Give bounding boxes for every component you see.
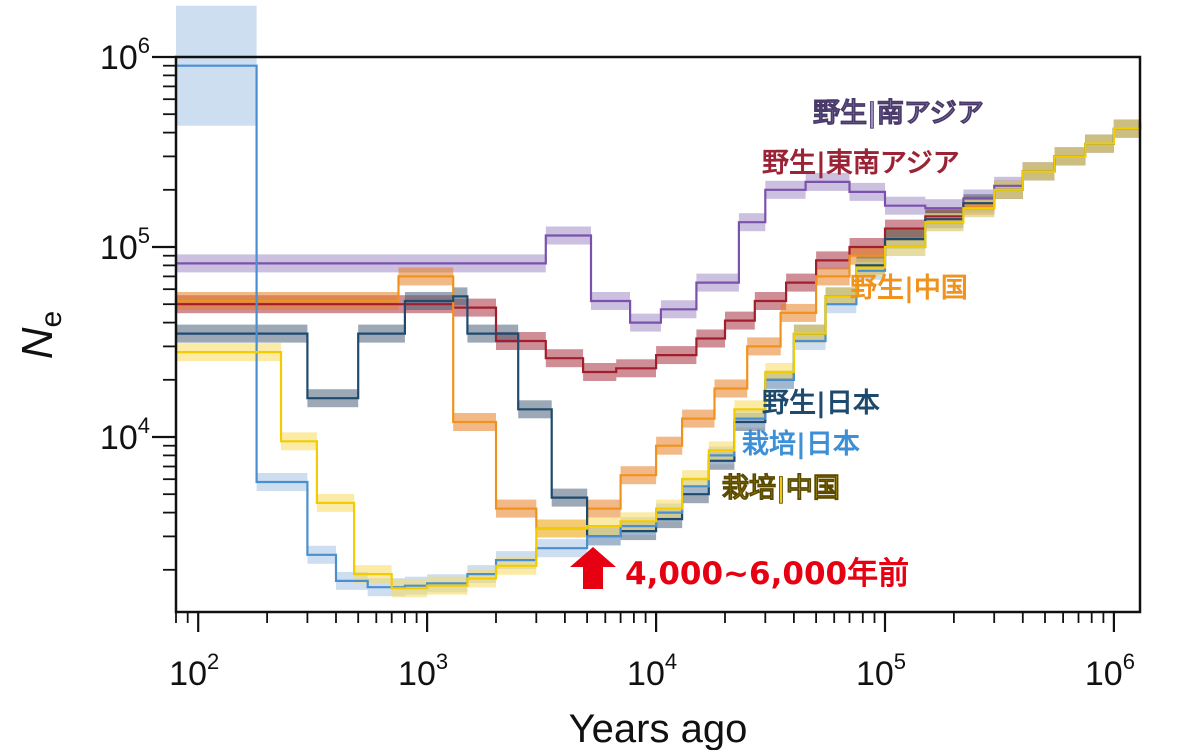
- label-cultivated-japan: 栽培|日本: [742, 429, 860, 460]
- y-tick-label: 106: [100, 33, 150, 77]
- label-wild-japan: 野生|日本: [762, 388, 880, 419]
- x-tick-label: 102: [169, 649, 219, 693]
- x-tick-label: 106: [1085, 649, 1135, 693]
- series-line-5: [176, 122, 1142, 590]
- label-cultivated-china: 栽培|中国: [722, 473, 840, 504]
- x-tick-label: 105: [856, 649, 906, 693]
- label-wild-south-asia: 野生|南アジア: [813, 98, 984, 129]
- y-axis: 104 105 106: [100, 33, 176, 571]
- label-wild-southeast-asia: 野生|東南アジア: [762, 148, 960, 179]
- annotation: 4,000~6,000年前: [570, 547, 909, 592]
- y-tick-label: 104: [100, 413, 150, 457]
- annotation-label: 4,000~6,000年前: [625, 556, 909, 592]
- x-tick-label: 103: [398, 649, 448, 693]
- series-lines: [176, 64, 1142, 590]
- plot-frame: [174, 55, 1142, 614]
- y-axis-title-main: N: [13, 327, 62, 359]
- red-up-arrow-icon: [570, 547, 616, 589]
- y-axis-title-subscript: e: [35, 311, 68, 328]
- y-tick-label: 105: [100, 223, 150, 267]
- y-axis-title: Ne: [13, 311, 68, 359]
- label-wild-china: 野生|中国: [850, 273, 968, 304]
- series-line-1: [176, 122, 1142, 374]
- x-axis: 102 103 104 105 106: [169, 612, 1135, 693]
- series-labels: 野生|南アジア 野生|東南アジア 野生|中国 野生|日本 栽培|日本 栽培|中国: [722, 98, 985, 505]
- x-axis-title: Years ago: [569, 707, 748, 750]
- x-tick-label: 104: [627, 649, 677, 693]
